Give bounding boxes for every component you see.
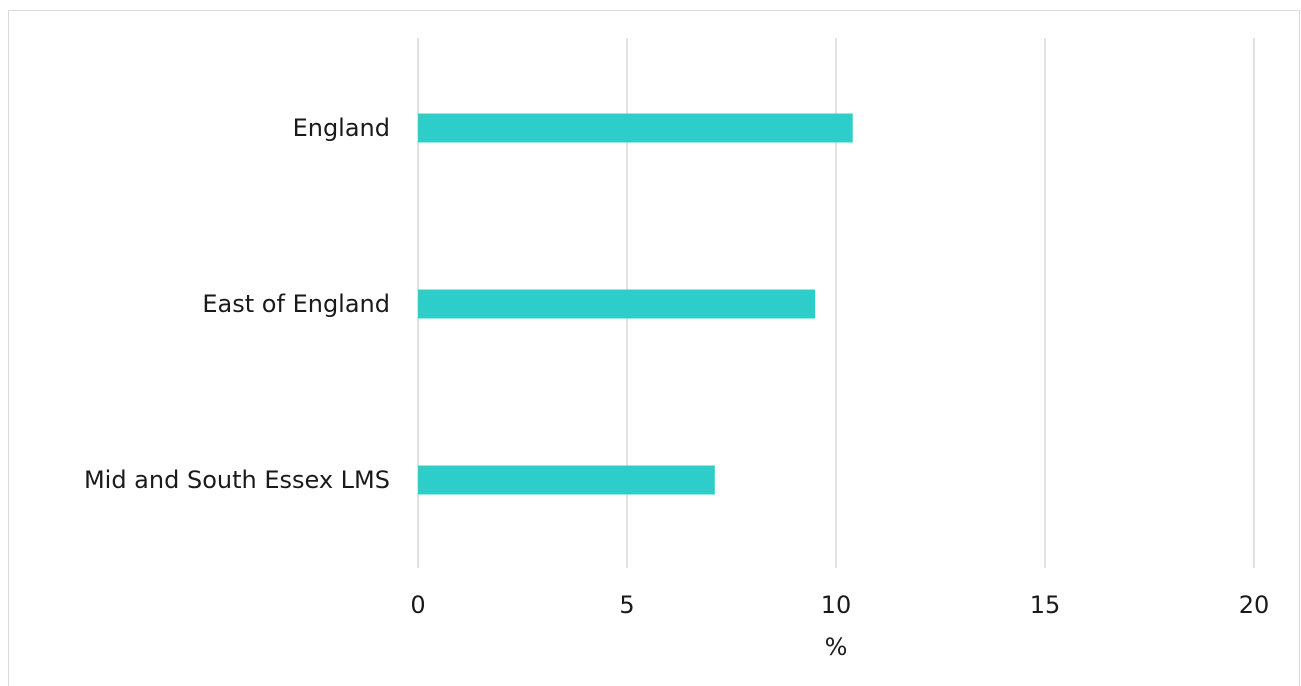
bar xyxy=(418,289,816,319)
x-tick-labels: 0 5 10 15 20 xyxy=(410,591,1269,619)
x-tick-label: 0 xyxy=(410,591,425,619)
bars xyxy=(418,113,853,495)
x-axis-title: % xyxy=(825,633,848,661)
category-label: East of England xyxy=(202,290,390,318)
bar xyxy=(418,465,715,495)
category-label: Mid and South Essex LMS xyxy=(84,466,390,494)
bar xyxy=(418,113,853,143)
x-tick-label: 20 xyxy=(1239,591,1270,619)
category-label: England xyxy=(293,114,390,142)
category-labels: England East of England Mid and South Esse… xyxy=(84,114,390,494)
x-tick-label: 5 xyxy=(619,591,634,619)
x-tick-label: 15 xyxy=(1030,591,1061,619)
x-tick-label: 10 xyxy=(821,591,852,619)
